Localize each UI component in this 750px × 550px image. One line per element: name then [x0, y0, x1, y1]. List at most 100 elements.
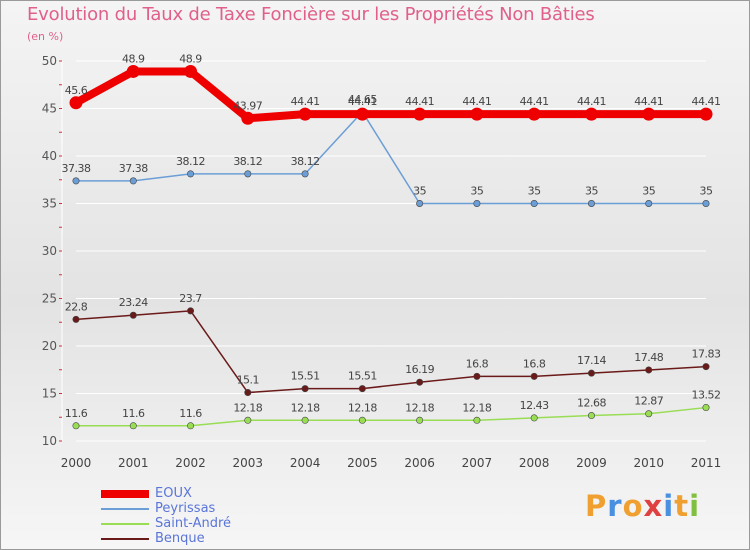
data-label-peyrissas: 35	[413, 185, 426, 198]
data-point-benque	[473, 372, 481, 380]
data-point-peyrissas	[530, 200, 538, 208]
y-tick-label: 30	[42, 244, 57, 258]
legend-label-saint-andre: Saint-André	[155, 516, 232, 531]
logo-letter: P	[585, 489, 608, 523]
data-point-benque	[587, 369, 595, 377]
data-label-eoux: 44.41	[348, 95, 377, 108]
legend-swatch-saint-andre	[101, 523, 149, 525]
data-label-eoux: 44.41	[520, 95, 549, 108]
logo-letter: t	[674, 489, 690, 523]
data-point-benque	[358, 385, 366, 393]
data-point-benque	[645, 366, 653, 374]
data-label-peyrissas: 35	[528, 185, 541, 198]
data-point-eoux	[298, 107, 312, 121]
data-label-eoux: 44.41	[692, 95, 721, 108]
legend-item-peyrissas[interactable]: Peyrissas	[101, 501, 321, 517]
data-point-saint-andre	[244, 416, 252, 424]
data-label-benque: 16.19	[405, 363, 434, 376]
data-point-peyrissas	[301, 170, 309, 178]
logo-letter: x	[643, 489, 664, 523]
data-point-eoux	[584, 107, 598, 121]
data-label-saint-andre: 11.6	[122, 407, 145, 420]
data-point-eoux	[699, 107, 713, 121]
data-point-peyrissas	[645, 200, 653, 208]
data-point-peyrissas	[416, 200, 424, 208]
legend-item-benque[interactable]: Benque	[101, 531, 321, 547]
x-tick-label: 2010	[633, 456, 664, 470]
series-line-eoux	[72, 67, 710, 123]
data-point-eoux	[355, 107, 369, 121]
data-point-benque	[244, 389, 252, 397]
data-label-eoux: 43.97	[233, 99, 262, 112]
data-label-benque: 15.51	[348, 370, 377, 383]
data-label-saint-andre: 11.6	[179, 407, 202, 420]
data-point-eoux	[241, 111, 255, 125]
data-label-benque: 23.24	[119, 296, 148, 309]
data-point-peyrissas	[72, 177, 80, 185]
data-label-peyrissas: 37.38	[119, 162, 148, 175]
data-label-peyrissas: 38.12	[233, 155, 262, 168]
data-label-saint-andre: 13.52	[692, 389, 721, 402]
y-tick-label: 35	[42, 197, 57, 211]
data-point-saint-andre	[473, 416, 481, 424]
data-label-benque: 16.8	[466, 357, 489, 370]
legend-label-benque: Benque	[155, 531, 205, 546]
data-label-peyrissas: 35	[700, 185, 713, 198]
data-label-eoux: 44.41	[405, 95, 434, 108]
series-line-peyrissas	[75, 111, 707, 205]
data-point-benque	[187, 307, 195, 315]
data-label-benque: 15.1	[237, 374, 260, 387]
series-line-saint-andre	[75, 406, 707, 427]
data-label-benque: 17.14	[577, 354, 606, 367]
chart-legend: EOUX Peyrissas Saint-André Benque	[101, 486, 321, 547]
data-label-peyrissas: 35	[585, 185, 598, 198]
x-tick-label: 2005	[347, 456, 378, 470]
y-tick-label: 15	[42, 387, 57, 401]
data-point-saint-andre	[702, 404, 710, 412]
data-point-peyrissas	[473, 200, 481, 208]
data-point-eoux	[470, 107, 484, 121]
data-point-saint-andre	[72, 422, 80, 430]
data-label-benque: 22.8	[65, 300, 88, 313]
series-line-benque	[75, 310, 707, 394]
data-label-peyrissas: 35	[470, 185, 483, 198]
data-label-eoux: 45.6	[65, 84, 88, 97]
data-point-saint-andre	[129, 422, 137, 430]
data-point-saint-andre	[416, 416, 424, 424]
chart-title: Evolution du Taux de Taxe Foncière sur l…	[27, 4, 595, 25]
x-tick-label: 2003	[233, 456, 264, 470]
y-tick-label: 40	[42, 149, 57, 163]
y-axis-unit: (en %)	[27, 30, 64, 43]
data-label-peyrissas: 38.12	[176, 155, 205, 168]
data-label-eoux: 44.41	[462, 95, 491, 108]
data-point-saint-andre	[645, 410, 653, 418]
data-point-eoux	[642, 107, 656, 121]
data-label-benque: 15.51	[291, 370, 320, 383]
data-label-benque: 16.8	[523, 357, 546, 370]
data-point-eoux	[126, 64, 140, 78]
legend-item-saint-andre[interactable]: Saint-André	[101, 516, 321, 532]
data-point-peyrissas	[244, 170, 252, 178]
x-tick-label: 2001	[118, 456, 149, 470]
legend-swatch-benque	[101, 538, 149, 540]
y-tick-label: 20	[42, 339, 57, 353]
data-label-peyrissas: 35	[642, 185, 655, 198]
data-point-peyrissas	[187, 170, 195, 178]
legend-swatch-eoux	[101, 490, 149, 498]
data-label-benque: 17.83	[692, 348, 721, 361]
legend-item-eoux[interactable]: EOUX	[101, 486, 321, 502]
data-point-saint-andre	[587, 412, 595, 420]
data-point-saint-andre	[358, 416, 366, 424]
y-tick-label: 10	[42, 434, 57, 448]
x-tick-label: 2009	[576, 456, 607, 470]
data-point-peyrissas	[129, 177, 137, 185]
data-label-saint-andre: 12.87	[634, 395, 663, 408]
data-label-saint-andre: 11.6	[65, 407, 88, 420]
logo-letter: o	[622, 489, 644, 523]
data-point-saint-andre	[301, 416, 309, 424]
y-tick-label: 45	[42, 102, 57, 116]
data-label-eoux: 44.41	[291, 95, 320, 108]
data-label-saint-andre: 12.18	[233, 401, 262, 414]
